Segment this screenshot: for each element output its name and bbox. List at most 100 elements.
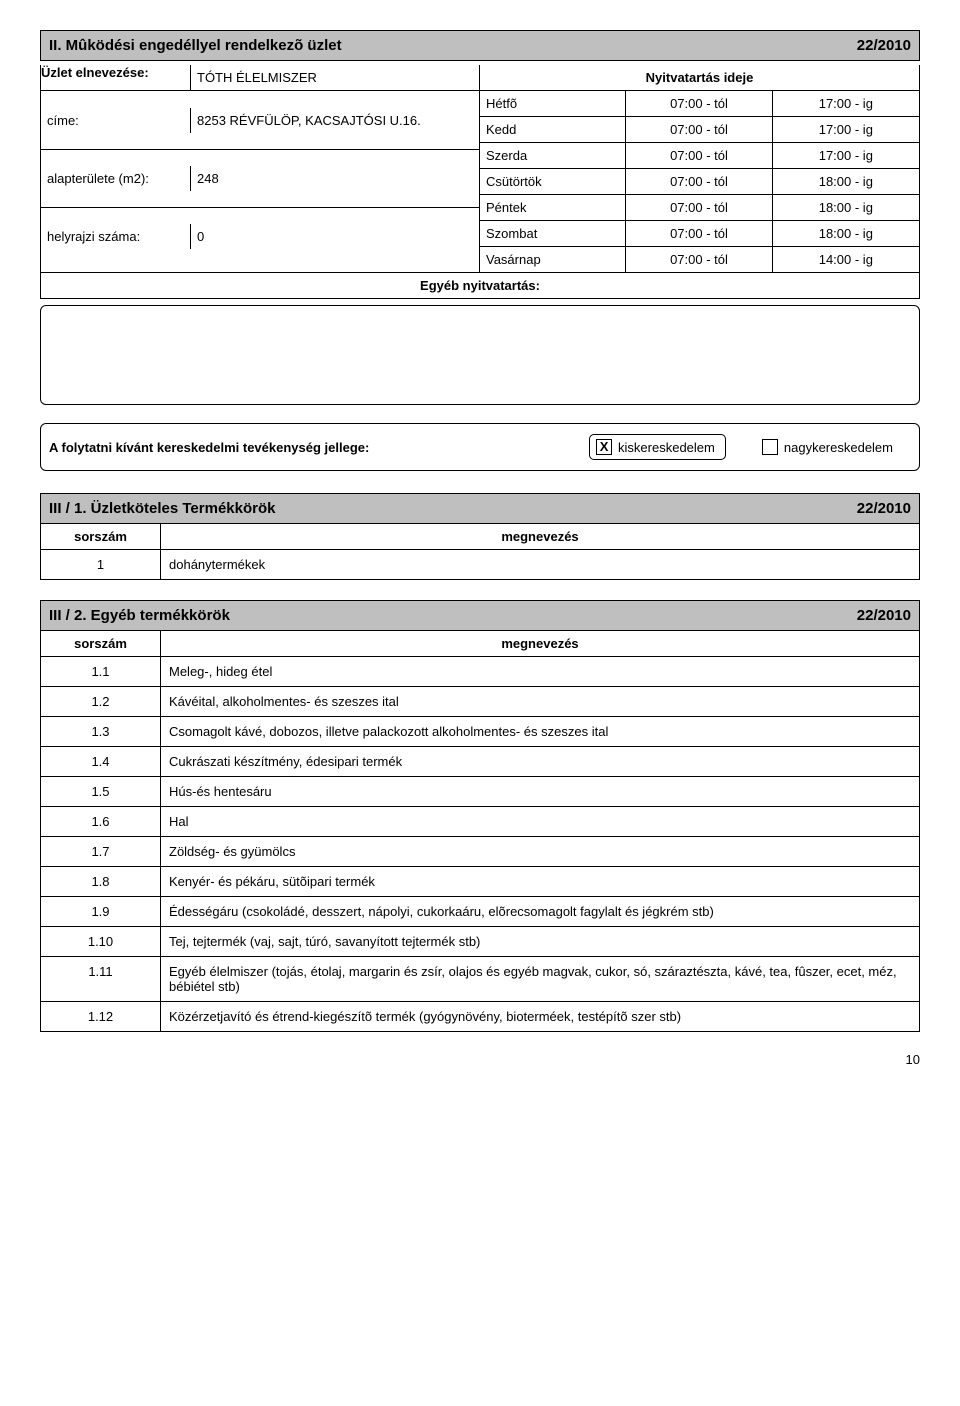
address-value: 8253 RÉVFÜLÖP, KACSAJTÓSI U.16. <box>191 108 479 133</box>
details-schedule: címe: 8253 RÉVFÜLÖP, KACSAJTÓSI U.16. al… <box>40 91 920 273</box>
row-num: 1.8 <box>41 867 161 896</box>
row-num: 1.6 <box>41 807 161 836</box>
row-text: Közérzetjavító és étrend-kiegészítõ term… <box>161 1002 919 1031</box>
section3-2-header: III / 2. Egyéb termékkörök 22/2010 <box>40 600 920 631</box>
sched-row: Hétfõ 07:00 - tól 17:00 - ig <box>480 91 919 116</box>
sched-to: 18:00 - ig <box>773 169 919 194</box>
sched-to: 18:00 - ig <box>773 195 919 220</box>
section3-2-table: sorszám megnevezés 1.1 Meleg-, hideg éte… <box>40 631 920 1032</box>
row-text: Édességáru (csokoládé, desszert, nápolyi… <box>161 897 919 926</box>
col-name-header: megnevezés <box>161 631 919 656</box>
left-details: címe: 8253 RÉVFÜLÖP, KACSAJTÓSI U.16. al… <box>40 91 480 273</box>
sched-to: 14:00 - ig <box>773 247 919 272</box>
table-row: 1.12 Közérzetjavító és étrend-kiegészítõ… <box>41 1001 919 1031</box>
row-text: dohánytermékek <box>161 550 919 579</box>
sched-day: Hétfõ <box>480 91 626 116</box>
row-text: Cukrászati készítmény, édesipari termék <box>161 747 919 776</box>
sched-from: 07:00 - tól <box>626 195 772 220</box>
sched-from: 07:00 - tól <box>626 143 772 168</box>
row-num: 1.10 <box>41 927 161 956</box>
table-row: 1.4 Cukrászati készítmény, édesipari ter… <box>41 746 919 776</box>
sched-from: 07:00 - tól <box>626 117 772 142</box>
row-num: 1.9 <box>41 897 161 926</box>
sched-day: Csütörtök <box>480 169 626 194</box>
checkbox-retail[interactable]: X kiskereskedelem <box>589 434 726 460</box>
table-row: 1.6 Hal <box>41 806 919 836</box>
section3-1-header: III / 1. Üzletköteles Termékkörök 22/201… <box>40 493 920 524</box>
sched-row: Péntek 07:00 - tól 18:00 - ig <box>480 194 919 220</box>
store-name-label: Üzlet elnevezése: <box>41 65 191 90</box>
sched-row: Szombat 07:00 - tól 18:00 - ig <box>480 220 919 246</box>
other-opening-label: Egyéb nyitvatartás: <box>40 273 920 299</box>
schedule-block: Hétfõ 07:00 - tól 17:00 - ig Kedd 07:00 … <box>480 91 920 273</box>
address-row: címe: 8253 RÉVFÜLÖP, KACSAJTÓSI U.16. <box>41 91 479 149</box>
row-num: 1.11 <box>41 957 161 1001</box>
table-row: 1.1 Meleg-, hideg étel <box>41 656 919 686</box>
col-num-header: sorszám <box>41 631 161 656</box>
sched-from: 07:00 - tól <box>626 247 772 272</box>
checkbox-retail-label: kiskereskedelem <box>618 440 715 455</box>
sched-to: 17:00 - ig <box>773 117 919 142</box>
section3-2-title: III / 2. Egyéb termékkörök <box>41 601 849 630</box>
other-opening-box <box>40 305 920 405</box>
table-row: 1 dohánytermékek <box>41 549 919 579</box>
table-row: 1.5 Hús-és hentesáru <box>41 776 919 806</box>
section2-header: II. Mûködési engedéllyel rendelkezõ üzle… <box>40 30 920 61</box>
lot-value: 0 <box>191 224 479 249</box>
row-num: 1 <box>41 550 161 579</box>
sched-day: Szerda <box>480 143 626 168</box>
row-text: Egyéb élelmiszer (tojás, étolaj, margari… <box>161 957 919 1001</box>
row-text: Hús-és hentesáru <box>161 777 919 806</box>
section3-1-table: sorszám megnevezés 1 dohánytermékek <box>40 524 920 580</box>
area-label: alapterülete (m2): <box>41 166 191 191</box>
table-row: 1.8 Kenyér- és pékáru, sütõipari termék <box>41 866 919 896</box>
row-num: 1.4 <box>41 747 161 776</box>
col-num-header: sorszám <box>41 524 161 549</box>
table-row: 1.3 Csomagolt kávé, dobozos, illetve pal… <box>41 716 919 746</box>
page-number: 10 <box>40 1052 920 1067</box>
row-num: 1.3 <box>41 717 161 746</box>
row-text: Hal <box>161 807 919 836</box>
sched-to: 17:00 - ig <box>773 143 919 168</box>
checkbox-wholesale[interactable]: nagykereskedelem <box>762 439 893 455</box>
sched-row: Szerda 07:00 - tól 17:00 - ig <box>480 142 919 168</box>
sched-to: 18:00 - ig <box>773 221 919 246</box>
sched-from: 07:00 - tól <box>626 221 772 246</box>
section3-2-ref: 22/2010 <box>849 601 919 630</box>
row-text: Kávéital, alkoholmentes- és szeszes ital <box>161 687 919 716</box>
section2-ref: 22/2010 <box>849 31 919 60</box>
row-text: Kenyér- és pékáru, sütõipari termék <box>161 867 919 896</box>
activity-label: A folytatni kívánt kereskedelmi tevékeny… <box>49 440 571 455</box>
area-value: 248 <box>191 166 479 191</box>
area-row: alapterülete (m2): 248 <box>41 149 479 207</box>
sched-row: Kedd 07:00 - tól 17:00 - ig <box>480 116 919 142</box>
sched-day: Szombat <box>480 221 626 246</box>
table-row: 1.10 Tej, tejtermék (vaj, sajt, túró, sa… <box>41 926 919 956</box>
row-text: Csomagolt kávé, dobozos, illetve palacko… <box>161 717 919 746</box>
row-num: 1.7 <box>41 837 161 866</box>
store-name: TÓTH ÉLELMISZER <box>191 65 479 90</box>
table-row: 1.11 Egyéb élelmiszer (tojás, étolaj, ma… <box>41 956 919 1001</box>
sched-to: 17:00 - ig <box>773 91 919 116</box>
sched-row: Csütörtök 07:00 - tól 18:00 - ig <box>480 168 919 194</box>
table-header: sorszám megnevezés <box>41 631 919 656</box>
row-num: 1.2 <box>41 687 161 716</box>
section3-1-ref: 22/2010 <box>849 494 919 523</box>
table-row: 1.2 Kávéital, alkoholmentes- és szeszes … <box>41 686 919 716</box>
col-name-header: megnevezés <box>161 524 919 549</box>
row-text: Tej, tejtermék (vaj, sajt, túró, savanyí… <box>161 927 919 956</box>
sched-row: Vasárnap 07:00 - tól 14:00 - ig <box>480 246 919 272</box>
table-header: sorszám megnevezés <box>41 524 919 549</box>
row-text: Meleg-, hideg étel <box>161 657 919 686</box>
sched-day: Vasárnap <box>480 247 626 272</box>
section2-title: II. Mûködési engedéllyel rendelkezõ üzle… <box>41 31 849 60</box>
sched-day: Péntek <box>480 195 626 220</box>
sched-from: 07:00 - tól <box>626 169 772 194</box>
row-num: 1.12 <box>41 1002 161 1031</box>
table-row: 1.9 Édességáru (csokoládé, desszert, náp… <box>41 896 919 926</box>
checkbox-retail-mark: X <box>596 439 612 455</box>
store-opening-row: Üzlet elnevezése: TÓTH ÉLELMISZER Nyitva… <box>40 65 920 91</box>
address-label: címe: <box>41 108 191 133</box>
activity-box: A folytatni kívánt kereskedelmi tevékeny… <box>40 423 920 471</box>
row-text: Zöldség- és gyümölcs <box>161 837 919 866</box>
